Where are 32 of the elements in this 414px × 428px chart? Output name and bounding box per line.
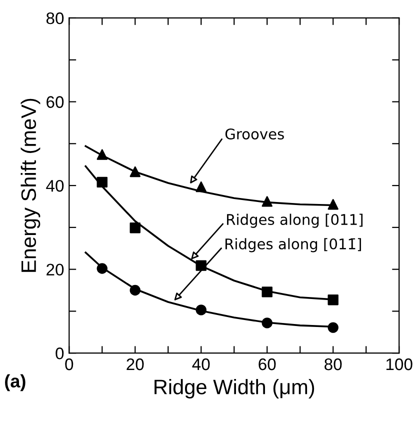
point bbox=[96, 263, 108, 274]
point bbox=[328, 294, 338, 306]
point bbox=[328, 322, 338, 333]
y-tick-label: 80 bbox=[46, 12, 64, 24]
x-tick-label: 80 bbox=[324, 358, 342, 370]
x-tick-label: 0 bbox=[65, 358, 74, 370]
x-tick-label: 40 bbox=[192, 358, 210, 370]
x-axis-title: Ridge Width (μm) bbox=[154, 379, 314, 398]
y-tick-label: 20 bbox=[46, 264, 64, 276]
annotation: Grooves bbox=[225, 128, 284, 140]
point bbox=[262, 318, 272, 328]
annotation: Ridges along [011̄] bbox=[225, 238, 361, 252]
point bbox=[196, 260, 206, 271]
point bbox=[262, 196, 272, 207]
point bbox=[96, 149, 108, 160]
annotation: Ridges along [011] bbox=[227, 214, 363, 228]
x-tick-label: 20 bbox=[126, 358, 144, 370]
point bbox=[262, 286, 272, 298]
point bbox=[196, 181, 206, 192]
point bbox=[196, 304, 206, 316]
x-tick-label: 100 bbox=[386, 358, 412, 370]
point bbox=[96, 176, 108, 188]
point bbox=[328, 199, 338, 210]
y-tick-label: 60 bbox=[46, 96, 64, 108]
y-tick-label: 40 bbox=[46, 180, 64, 192]
point bbox=[130, 166, 140, 178]
y-axis-title: Energy Shift (meV) bbox=[20, 98, 40, 272]
point bbox=[130, 222, 140, 234]
x-tick-label: 60 bbox=[258, 358, 276, 370]
point bbox=[130, 284, 140, 296]
y-tick-label: 0 bbox=[56, 348, 64, 360]
text: (a) bbox=[5, 374, 26, 392]
